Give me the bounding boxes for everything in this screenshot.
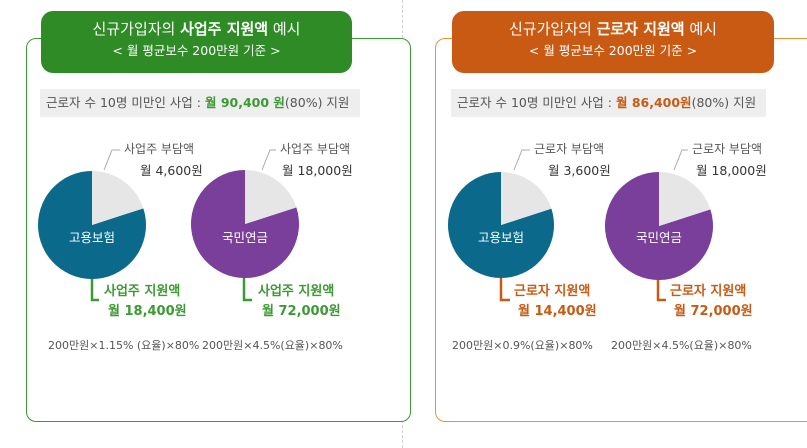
burden-label-employer-ei: 사업주 부담액 월 4,600원 <box>124 142 203 178</box>
burden-label-worker-np: 근로자 부담액 월 18,000원 <box>692 142 767 178</box>
pie-label-employer-np: 국민연금 <box>221 230 268 245</box>
formula-employer-ei: 200만원×1.15% (요율)×80% <box>48 339 200 352</box>
pie-slice-burden <box>659 172 711 226</box>
pie-label-employer-ei: 고용보험 <box>68 230 115 245</box>
employer-title: 신규가입자의 사업주 지원액 예시 <box>92 20 301 38</box>
leader-line-emp-np-support <box>242 272 252 302</box>
employer-info-bar: 근로자 수 10명 미만인 사업 : 월 90,400 원(80%) 지원 <box>40 89 360 117</box>
employer-banner: 신규가입자의 사업주 지원액 예시 < 월 평균보수 200만원 기준 > <box>41 11 352 73</box>
leader-line-wk-np-support <box>656 272 666 302</box>
pie-slice-burden <box>245 170 297 224</box>
leader-line-wk-ei-burden <box>513 149 530 171</box>
worker-info-bar: 근로자 수 10명 미만인 사업 : 월 86,400원(80%) 지원 <box>451 89 766 117</box>
pie-label-worker-ei: 고용보험 <box>477 230 524 245</box>
formula-employer-np: 200만원×4.5%(요율)×80% <box>202 339 343 352</box>
worker-banner: 신규가입자의 근로자 지원액 예시 < 월 평균보수 200만원 기준 > <box>452 11 774 73</box>
pie-employer-national-pension <box>191 170 299 278</box>
formula-worker-ei: 200만원×0.9%(요율)×80% <box>452 339 593 352</box>
pie-slice-burden <box>501 172 552 225</box>
formula-worker-np: 200만원×4.5%(요율)×80% <box>611 339 752 352</box>
pie-label-worker-np: 국민연금 <box>635 230 682 245</box>
leader-line-emp-ei-support <box>90 272 99 302</box>
worker-subtitle: < 월 평균보수 200만원 기준 > <box>528 43 698 58</box>
burden-label-employer-np: 사업주 부담액 월 18,000원 <box>280 142 353 178</box>
pie-employer-employment-insurance <box>38 171 146 279</box>
leader-line-wk-np-burden <box>673 149 688 171</box>
pie-worker-employment-insurance <box>448 172 554 278</box>
burden-label-worker-ei: 근로자 부담액 월 3,600원 <box>534 142 611 178</box>
support-label-worker-np: 근로자 지원액 월 72,000원 <box>670 284 753 319</box>
pie-worker-national-pension <box>605 172 713 280</box>
worker-title: 신규가입자의 근로자 지원액 예시 <box>509 20 717 38</box>
pie-slice-burden <box>92 171 144 225</box>
leader-line-wk-ei-support <box>499 272 510 302</box>
employer-subtitle: < 월 평균보수 200만원 기준 > <box>112 43 281 58</box>
leader-line-emp-ei-burden <box>103 149 120 171</box>
support-label-worker-ei: 근로자 지원액 월 14,400원 <box>514 284 597 319</box>
support-label-employer-ei: 사업주 지원액 월 18,400원 <box>104 284 187 319</box>
support-label-employer-np: 사업주 지원액 월 72,000원 <box>258 284 341 319</box>
leader-line-emp-np-burden <box>261 149 276 171</box>
